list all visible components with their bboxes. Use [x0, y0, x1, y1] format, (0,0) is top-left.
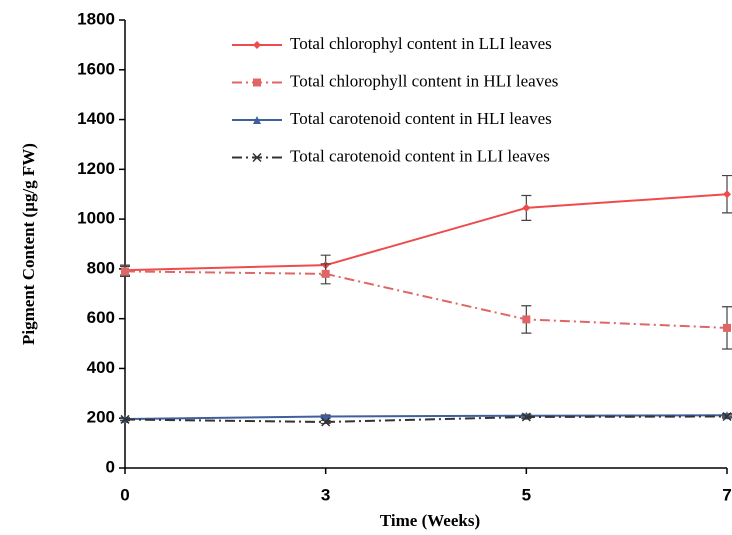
legend-marker: [253, 116, 261, 124]
y-tick-label: 200: [87, 408, 115, 427]
legend-label: Total chlorophyl content in LLI leaves: [290, 34, 552, 53]
y-tick-label: 0: [106, 457, 115, 476]
y-tick-label: 1400: [77, 109, 115, 128]
marker: [723, 190, 731, 199]
marker: [121, 267, 129, 276]
y-axis-title: Pigment Content (µg/g FW): [19, 143, 38, 345]
y-tick-label: 1000: [77, 209, 115, 228]
legend-label: Total chlorophyll content in HLI leaves: [290, 71, 558, 90]
legend-label: Total carotenoid content in HLI leaves: [290, 109, 552, 128]
series-line: [124, 270, 728, 329]
legend-marker: [253, 78, 261, 87]
series-line: [124, 414, 728, 420]
legend-marker: [252, 152, 262, 163]
y-tick-label: 1800: [77, 9, 115, 28]
marker: [522, 203, 531, 212]
marker: [321, 417, 331, 427]
marker: [120, 414, 130, 424]
marker: [321, 269, 330, 278]
x-tick-label: 7: [722, 485, 731, 504]
marker: [723, 323, 731, 332]
marker: [521, 412, 531, 422]
marker: [321, 412, 330, 421]
legend-label: Total carotenoid content in LLI leaves: [290, 146, 550, 165]
marker: [722, 411, 732, 422]
y-tick-label: 1200: [77, 159, 115, 178]
series-line: [124, 193, 728, 272]
y-tick-label: 400: [87, 358, 115, 377]
series-line: [124, 415, 728, 423]
x-tick-label: 5: [522, 485, 531, 504]
x-tick-label: 0: [120, 485, 129, 504]
x-tick-label: 3: [321, 485, 330, 504]
y-tick-label: 1600: [77, 59, 115, 78]
x-axis-title: Time (Weeks): [380, 511, 480, 530]
y-tick-label: 600: [87, 308, 115, 327]
legend-marker: [253, 41, 261, 49]
y-tick-label: 800: [87, 258, 115, 277]
marker: [522, 315, 531, 324]
